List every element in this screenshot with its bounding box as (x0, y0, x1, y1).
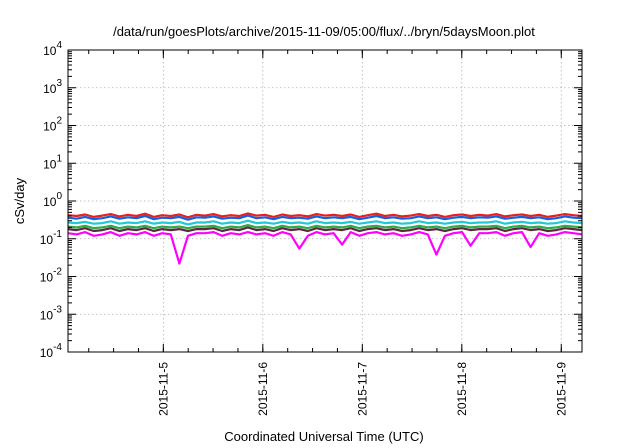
series-line-2 (67, 214, 583, 221)
series-layer (67, 212, 583, 265)
y-tick-label: 10-1 (40, 229, 63, 247)
chart-title: /data/run/goesPlots/archive/2015-11-09/0… (113, 24, 535, 39)
y-tick-label: 101 (43, 153, 62, 171)
y-tick-label: 102 (43, 116, 62, 134)
x-tick-label: 2015-11-5 (156, 362, 170, 416)
y-tick-label: 104 (43, 40, 62, 58)
series-line-6 (67, 231, 583, 265)
x-axis-label: Coordinated Universal Time (UTC) (224, 429, 423, 444)
y-tick-label: 103 (43, 78, 62, 96)
x-tick-label: 2015-11-8 (455, 362, 469, 416)
series-line-5 (67, 226, 583, 233)
series-line-1 (67, 212, 583, 219)
y-tick-label: 100 (43, 191, 62, 209)
y-tick-label: 10-3 (40, 304, 63, 322)
y-tick-label: 10-2 (40, 267, 63, 285)
y-tick-label: 10-4 (40, 342, 63, 360)
y-axis-label: cSv/day (12, 177, 27, 224)
tick-layer (68, 49, 582, 353)
y-tick-labels: 10-4 10-3 10-2 10-1 100 101 102 103 104 (40, 40, 63, 360)
x-tick-label: 2015-11-9 (554, 362, 568, 416)
series-line-3 (67, 219, 583, 226)
x-tick-label: 2015-11-6 (256, 362, 270, 416)
series-line-4 (67, 224, 583, 230)
grid-layer (68, 50, 582, 352)
x-tick-label: 2015-11-7 (355, 362, 369, 416)
x-tick-labels: 2015-11-5 2015-11-6 2015-11-7 2015-11-8 2015… (156, 362, 568, 416)
